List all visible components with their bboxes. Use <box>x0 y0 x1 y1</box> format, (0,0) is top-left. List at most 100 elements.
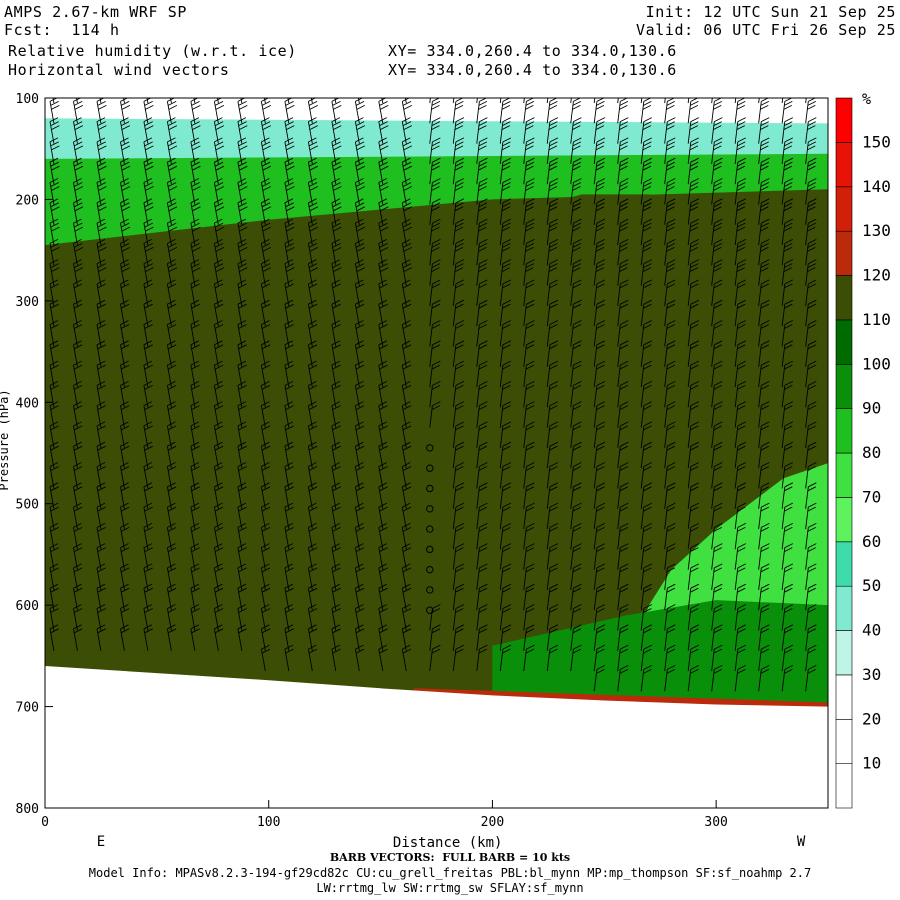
wind-barb-flag-66-0 <box>96 279 106 285</box>
wind-barb-flag-320-0 <box>308 279 317 285</box>
wind-barb-flag-287-0 <box>284 198 294 204</box>
wind-barb-flag-270-0 <box>261 441 270 447</box>
colorbar-swatch-15 <box>835 97 853 143</box>
wind-barb-flag-466-0 <box>432 299 441 305</box>
wind-barb-flag-161-0 <box>167 502 176 508</box>
wind-barb-flag-869-2 <box>760 104 769 110</box>
wind-barb-flag-547-1 <box>502 182 511 187</box>
wind-barb-flag-134-0 <box>143 522 153 528</box>
wind-barb-808 <box>711 98 713 104</box>
wind-barb-flag-640-0 <box>573 299 582 305</box>
wind-barb-flag-415-0 <box>378 441 388 447</box>
wind-barb-flag-132-0 <box>143 482 153 488</box>
wind-barb-flag-163-0 <box>167 543 176 549</box>
wind-barb-flag-378-0 <box>355 279 364 285</box>
wind-barb-flag-59-2 <box>98 145 107 151</box>
wind-barb-flag-225-1 <box>238 100 247 106</box>
wind-barb-flag-2-0 <box>49 117 59 123</box>
wind-barb-flag-564-0 <box>502 522 512 528</box>
wind-barb-flag-724-1 <box>643 202 652 208</box>
wind-barb-flag-13-1 <box>50 344 59 350</box>
wind-barb-flag-767-0 <box>667 462 676 467</box>
wind-barb-flag-709-1 <box>619 506 629 512</box>
colorbar-swatch-7 <box>835 452 853 498</box>
wind-barb-flag-115-0 <box>143 137 153 143</box>
wind-barb-flag-632-2 <box>572 145 581 151</box>
wind-barb-flag-199-1 <box>214 141 224 147</box>
wind-barb-flag-783-0 <box>690 178 700 183</box>
wind-barb-flag-544-0 <box>502 117 512 123</box>
wind-barb-flag-572-1 <box>525 100 535 106</box>
wind-barb-flag-808-0 <box>714 77 722 81</box>
wind-barb-flag-219-1 <box>214 547 224 553</box>
wind-barb-flag-705-1 <box>619 425 629 431</box>
wind-barb-flag-140-1 <box>168 81 176 85</box>
x-tick-label-0: 0 <box>41 815 49 830</box>
wind-barb-flag-247-1 <box>238 547 247 553</box>
wind-barb-flag-42-0 <box>73 360 82 366</box>
wind-barb-flag-354-0 <box>331 380 341 386</box>
wind-barb-flag-242-1 <box>238 445 247 451</box>
wind-barb-flag-870-1 <box>760 121 770 127</box>
wind-barb-flag-789-0 <box>690 299 700 305</box>
wind-barb-flag-95-1 <box>120 303 130 309</box>
wind-barb-flag-648-1 <box>572 466 582 471</box>
wind-barb-flag-460-1 <box>431 182 441 187</box>
wind-barb-flag-93-2 <box>121 267 131 273</box>
wind-barb-flag-10-0 <box>49 279 59 285</box>
wind-barb-flag-916-1 <box>784 445 793 451</box>
wind-barb-flag-748-2 <box>666 85 674 89</box>
wind-barb-flag-363-1 <box>332 567 341 573</box>
wind-barb-flag-769-0 <box>667 502 676 508</box>
wind-barb-flag-373-2 <box>356 186 366 191</box>
wind-barb-flag-824-0 <box>714 401 723 407</box>
wind-barb-flag-923-1 <box>784 587 793 593</box>
wind-barb-flag-459-0 <box>432 157 441 163</box>
wind-barb-flag-184-1 <box>191 405 200 411</box>
wind-barb-flag-377-2 <box>356 267 366 273</box>
wind-barb-flag-405-1 <box>379 242 388 248</box>
wind-barb-flag-253-1 <box>261 100 271 106</box>
wind-barb-flag-941-1 <box>807 344 817 350</box>
wind-barb-flag-780-2 <box>689 125 699 131</box>
wind-barb-flag-139-0 <box>143 624 153 630</box>
wind-barb-flag-818-1 <box>713 283 723 289</box>
wind-barb-flag-409-1 <box>379 324 388 329</box>
wind-barb-455 <box>429 98 431 104</box>
wind-barb-flag-484-2 <box>455 85 463 89</box>
wind-barb-flag-587-1 <box>525 405 535 411</box>
wind-barb-flag-932-0 <box>808 157 817 163</box>
wind-barb-flag-675-0 <box>596 421 606 427</box>
wind-barb-flag-298-0 <box>284 421 294 427</box>
wind-barb-flag-720-1 <box>643 121 652 127</box>
wind-barb-flag-672-0 <box>596 360 606 366</box>
wind-barb-flag-258-1 <box>261 202 271 208</box>
wind-barb-flag-356-1 <box>332 425 341 431</box>
wind-barb-flag-921-0 <box>784 543 794 549</box>
wind-barb-flag-645-1 <box>572 405 582 411</box>
wind-barb-flag-243-1 <box>238 466 247 471</box>
wind-barb-flag-349-1 <box>332 283 341 289</box>
wind-barb-flag-804-1 <box>690 608 699 613</box>
wind-barb-flag-628-1 <box>549 648 558 654</box>
wind-barb-flag-548-1 <box>502 202 511 208</box>
wind-barb-flag-936-1 <box>807 242 817 248</box>
wind-barb-flag-779-1 <box>690 100 699 106</box>
wind-barb-flag-753-1 <box>666 182 676 187</box>
wind-barb-flag-785-1 <box>690 222 699 228</box>
wind-barb-flag-52-0 <box>73 563 82 569</box>
wind-barb-flag-712-1 <box>619 567 629 573</box>
wind-barb-flag-931-2 <box>807 145 816 151</box>
wind-barb-flag-553-1 <box>502 303 511 309</box>
wind-barb-flag-952-1 <box>807 567 817 573</box>
wind-barb-flag-88-2 <box>121 165 131 171</box>
wind-barb-flag-79-1 <box>97 547 106 553</box>
wind-barb-flag-4-1 <box>50 161 59 167</box>
wind-barb-flag-521-0 <box>479 238 488 244</box>
colorbar-swatch-4 <box>835 585 853 631</box>
wind-barb-flag-694-2 <box>619 206 628 212</box>
wind-barb-flag-307-1 <box>285 608 294 613</box>
wind-barb-flag-693-2 <box>619 186 628 191</box>
wind-barb-flag-254-1 <box>261 121 271 127</box>
wind-barb-flag-735-0 <box>643 421 653 427</box>
